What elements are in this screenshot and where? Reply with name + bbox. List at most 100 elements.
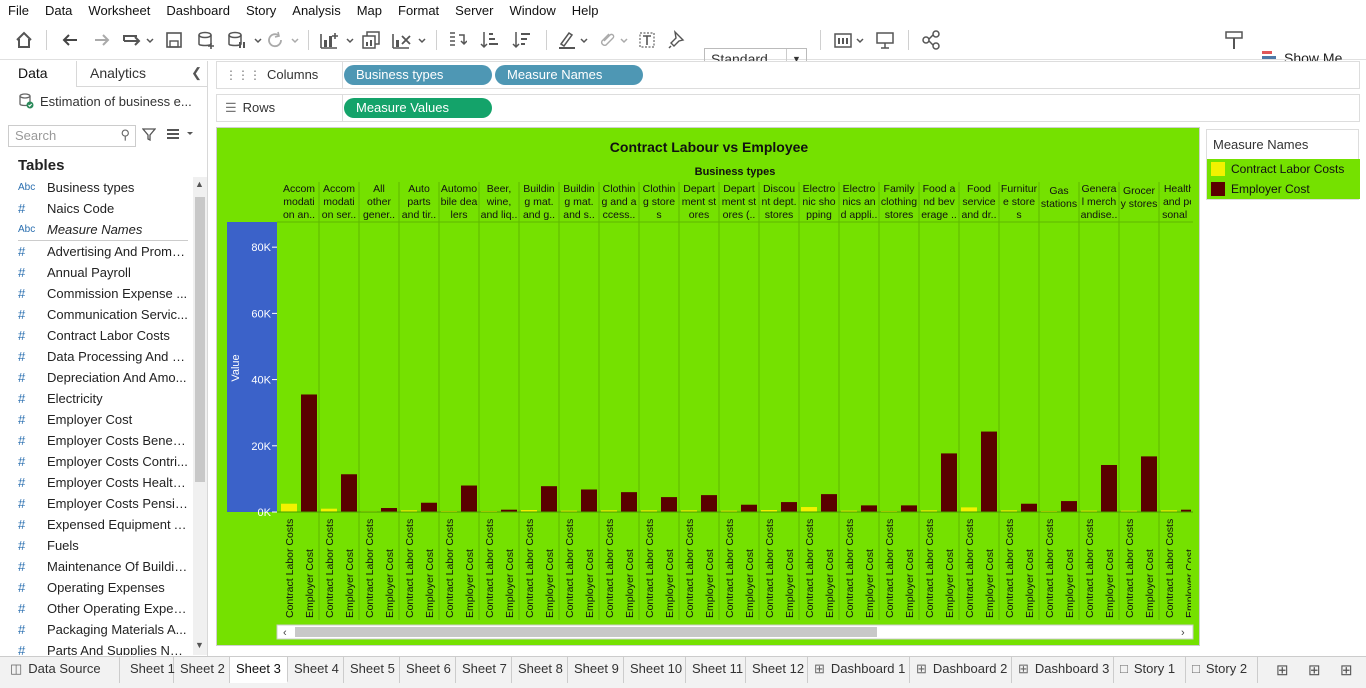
category-header[interactable]: stations	[1041, 198, 1077, 210]
new-worksheet-tab-icon[interactable]: ⊞	[1276, 662, 1289, 679]
category-header[interactable]: stores	[885, 209, 914, 221]
datasource-item[interactable]: Estimation of business e...	[18, 93, 192, 109]
menu-format[interactable]: Format	[398, 2, 440, 18]
category-header[interactable]: pping	[806, 209, 832, 221]
sheet-tab-sheet-4[interactable]: Sheet 4	[288, 657, 344, 683]
sheet-tab-dashboard-1[interactable]: ⊞ Dashboard 1	[808, 657, 910, 683]
swap-icon[interactable]	[446, 28, 468, 52]
bar-employer-cost[interactable]	[581, 489, 597, 512]
undo-icon[interactable]	[58, 28, 82, 52]
bar-contract-labor[interactable]	[1001, 510, 1017, 512]
field-item[interactable]: # Employer Costs Benefits	[18, 430, 188, 451]
category-header[interactable]: Health	[1164, 183, 1195, 195]
category-header[interactable]: ores	[689, 209, 709, 221]
field-item[interactable]: # Fuels	[18, 535, 188, 556]
tab-data[interactable]: Data	[0, 61, 77, 87]
highlight-icon[interactable]	[556, 28, 592, 52]
field-item[interactable]: # Employer Costs Pensio...	[18, 493, 188, 514]
view-options-icon[interactable]	[166, 127, 194, 144]
category-header[interactable]: Auto	[408, 183, 430, 195]
menu-worksheet[interactable]: Worksheet	[88, 2, 151, 18]
category-header[interactable]: Clothin	[643, 183, 676, 195]
category-header[interactable]: Food	[967, 183, 991, 195]
field-item[interactable]: # Operating Expenses	[18, 577, 188, 598]
chart-canvas[interactable]: Contract Labour vs Employee Business type…	[216, 127, 1200, 646]
category-header[interactable]: ment st	[722, 196, 757, 208]
category-header[interactable]: All	[373, 183, 385, 195]
show-mark-labels-icon[interactable]	[636, 28, 658, 52]
bar-contract-labor[interactable]	[601, 510, 617, 512]
category-header[interactable]: Buildin	[563, 183, 595, 195]
sheet-tab-dashboard-3[interactable]: ⊞ Dashboard 3	[1012, 657, 1114, 683]
bar-employer-cost[interactable]	[1181, 509, 1197, 512]
category-header[interactable]: and g..	[523, 209, 555, 221]
bar-employer-cost[interactable]	[1101, 464, 1117, 512]
tab-analytics[interactable]: Analytics	[90, 65, 147, 81]
field-item[interactable]: # Maintenance Of Buildin...	[18, 556, 188, 577]
bar-contract-labor[interactable]	[641, 510, 657, 512]
duplicate-sheet-icon[interactable]	[360, 28, 382, 52]
category-header[interactable]: g store	[643, 196, 675, 208]
bar-employer-cost[interactable]	[1021, 503, 1037, 512]
sort-ascending-icon[interactable]	[478, 28, 500, 52]
bar-contract-labor[interactable]	[721, 510, 737, 512]
share-icon[interactable]	[920, 28, 942, 52]
menu-data[interactable]: Data	[44, 2, 73, 18]
bar-employer-cost[interactable]	[381, 508, 397, 512]
category-header[interactable]: gener..	[363, 209, 395, 221]
category-header[interactable]: nics an	[842, 196, 875, 208]
sheet-tab-sheet-1[interactable]: Sheet 1	[124, 657, 175, 683]
new-worksheet-icon[interactable]	[318, 28, 356, 52]
fix-axes-icon[interactable]	[666, 28, 688, 52]
show-cards-icon[interactable]	[832, 28, 868, 52]
field-item[interactable]: Abc Measure Names	[18, 219, 188, 240]
field-item[interactable]: # Communication Servic...	[18, 304, 188, 325]
category-header[interactable]: modati	[323, 196, 355, 208]
scrollbar-thumb[interactable]	[195, 197, 205, 482]
category-header[interactable]: clothing	[881, 196, 917, 208]
menu-map[interactable]: Map	[356, 2, 382, 18]
category-header[interactable]: Clothin	[603, 183, 636, 195]
category-header[interactable]: and dr..	[961, 209, 996, 221]
category-header[interactable]: d appli..	[841, 209, 878, 221]
sheet-tab-dashboard-2[interactable]: ⊞ Dashboard 2	[910, 657, 1012, 683]
field-item[interactable]: # Naics Code	[18, 198, 188, 219]
sheet-tab-sheet-5[interactable]: Sheet 5	[344, 657, 400, 683]
scroll-left-icon[interactable]: ‹	[283, 627, 287, 639]
sheet-tab-sheet-6[interactable]: Sheet 6	[400, 657, 456, 683]
bar-employer-cost[interactable]	[821, 494, 837, 512]
sheet-tab-sheet-7[interactable]: Sheet 7	[456, 657, 512, 683]
category-header[interactable]: and tir..	[402, 209, 436, 221]
format-paintbrush-icon[interactable]	[1222, 28, 1246, 52]
category-header[interactable]: other	[367, 196, 391, 208]
category-header[interactable]: Depart	[723, 183, 755, 195]
category-header[interactable]: andise..	[1081, 209, 1118, 221]
bar-contract-labor[interactable]	[281, 503, 297, 512]
category-header[interactable]: Depart	[683, 183, 715, 195]
field-item[interactable]: # Annual Payroll	[18, 262, 188, 283]
menu-window[interactable]: Window	[509, 2, 556, 18]
clear-sheet-icon[interactable]	[390, 28, 428, 52]
filter-icon[interactable]	[141, 127, 157, 144]
collapse-icon[interactable]: ❮	[191, 65, 202, 80]
category-header[interactable]: ment st	[682, 196, 717, 208]
bar-contract-labor[interactable]	[561, 510, 577, 512]
refresh-icon[interactable]	[266, 28, 302, 52]
bar-contract-labor[interactable]	[1161, 510, 1177, 512]
category-header[interactable]: l merch	[1082, 196, 1117, 208]
bar-contract-labor[interactable]	[841, 510, 857, 512]
bar-contract-labor[interactable]	[801, 507, 817, 512]
rows-shelf[interactable]: ☰ Rows Measure Values	[216, 94, 1360, 122]
pill-business-types[interactable]: Business types	[344, 65, 492, 85]
category-header[interactable]: lers	[451, 209, 468, 221]
sheet-tab-sheet-11[interactable]: Sheet 11	[686, 657, 746, 683]
category-header[interactable]: Buildin	[523, 183, 555, 195]
field-item[interactable]: # Advertising And Promo...	[18, 241, 188, 262]
bar-contract-labor[interactable]	[681, 510, 697, 512]
field-item[interactable]: # Data Processing And C...	[18, 346, 188, 367]
category-header[interactable]: Food a	[923, 183, 956, 195]
category-header[interactable]: on an..	[283, 209, 315, 221]
category-header[interactable]: s	[656, 209, 661, 221]
menu-server[interactable]: Server	[455, 2, 494, 18]
field-search-input[interactable]: Search ⚲	[8, 125, 136, 147]
